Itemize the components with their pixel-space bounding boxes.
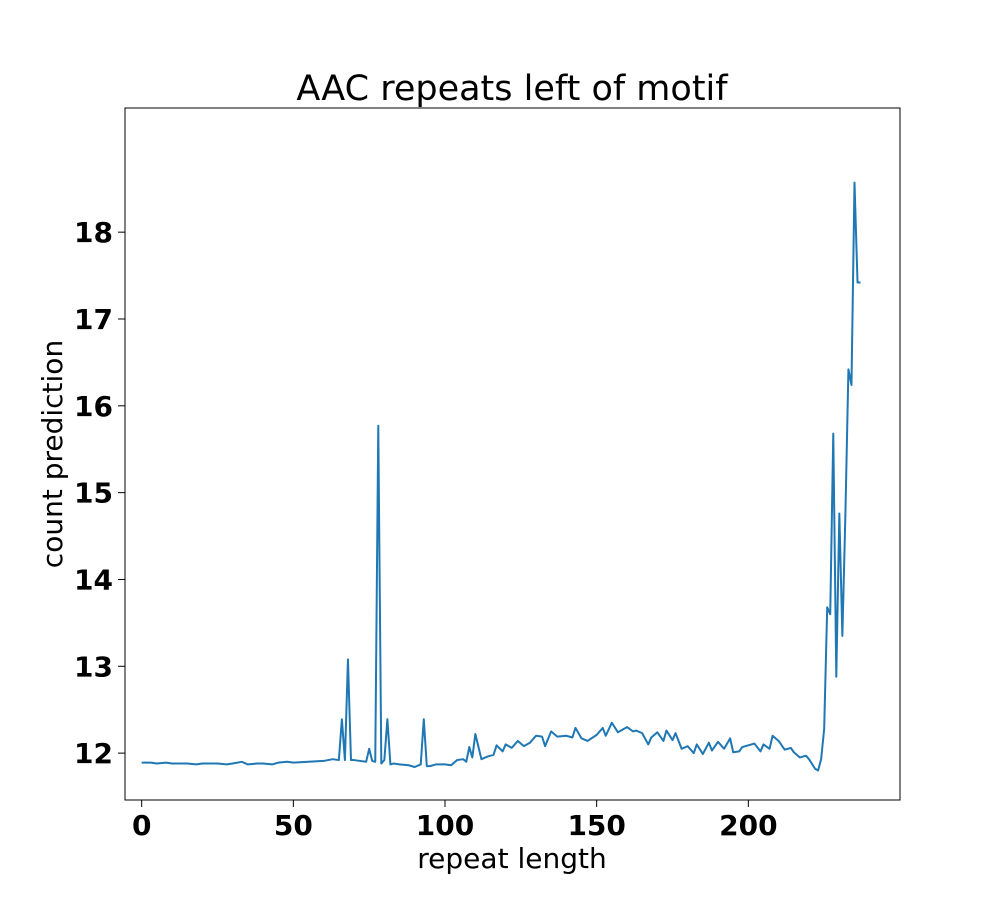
x-tick-label: 150 xyxy=(567,809,625,842)
plot-frame xyxy=(124,107,901,801)
x-tick-label: 200 xyxy=(719,809,777,842)
series-line-0 xyxy=(141,181,861,772)
y-tick-label: 18 xyxy=(74,216,113,249)
y-tick-label: 15 xyxy=(74,477,113,510)
y-axis-label: count prediction xyxy=(36,340,69,568)
x-axis-label: repeat length xyxy=(417,842,606,875)
y-tick-label: 17 xyxy=(74,303,113,336)
y-tick-label: 13 xyxy=(74,650,113,683)
chart-title: AAC repeats left of motif xyxy=(296,69,728,109)
y-axis-ticks: 12 13 14 15 16 17 18 xyxy=(74,216,125,770)
x-tick-label: 50 xyxy=(274,809,313,842)
x-tick-label: 100 xyxy=(416,809,474,842)
x-axis-ticks: 0 50 100 150 200 xyxy=(132,800,778,842)
y-tick-label: 12 xyxy=(74,737,113,770)
y-tick-label: 16 xyxy=(74,390,113,423)
series-layer xyxy=(141,181,861,772)
y-tick-label: 14 xyxy=(74,563,113,596)
x-tick-label: 0 xyxy=(132,809,151,842)
